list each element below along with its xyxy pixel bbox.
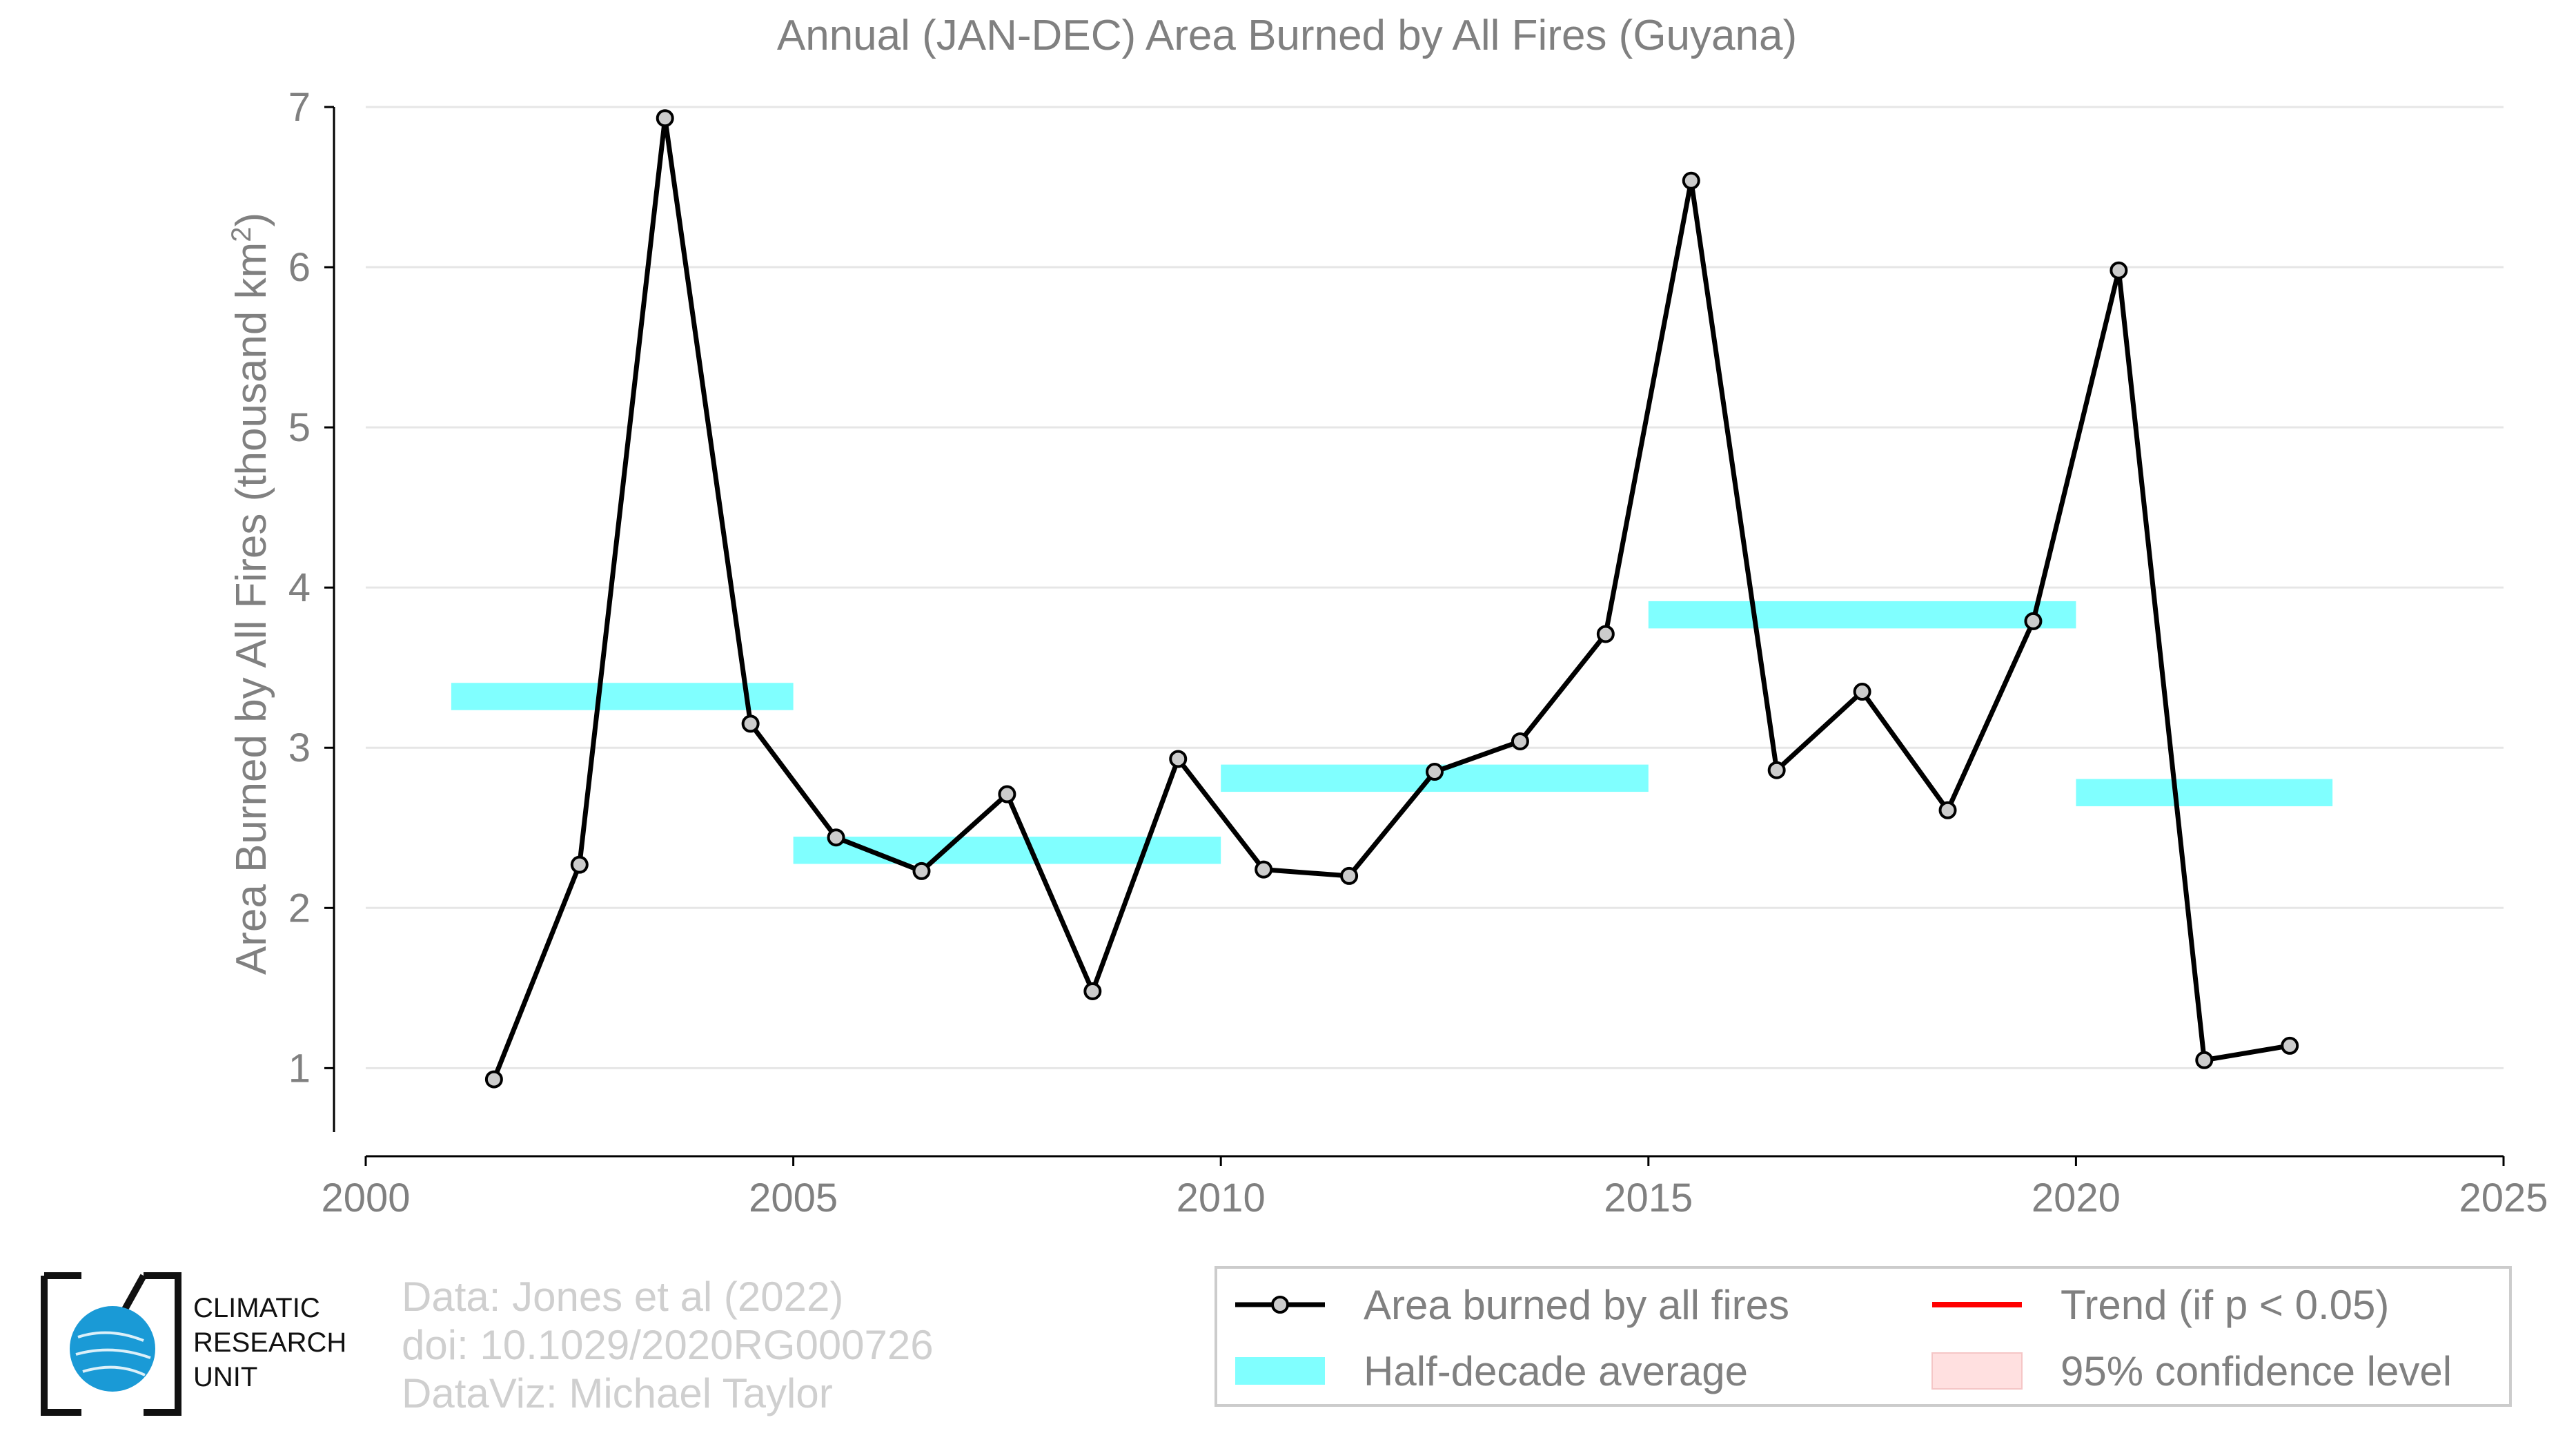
logo-line-3: UNIT — [193, 1362, 258, 1392]
y-axis-label-sup: 2 — [226, 227, 257, 242]
y-tick-label: 3 — [288, 726, 311, 770]
data-point — [1340, 866, 1359, 885]
data-point — [1596, 625, 1615, 643]
half-decade-band — [1648, 601, 2076, 629]
data-point — [1426, 763, 1444, 781]
x-tick-label: 2025 — [2459, 1176, 2548, 1220]
data-point — [2281, 1036, 2299, 1055]
x-tick-label: 2010 — [1177, 1176, 1266, 1220]
chart-title: Annual (JAN-DEC) Area Burned by All Fire… — [777, 12, 1797, 59]
legend-frame — [1215, 1266, 2512, 1407]
x-tick-label: 2000 — [321, 1176, 410, 1220]
cru-logo: CLIMATIC RESEARCH UNIT — [40, 1272, 371, 1416]
data-point — [1682, 171, 1700, 190]
x-tick-label: 2020 — [2032, 1176, 2121, 1220]
y-axis-label: Area Burned by All Fires (thousand km2) — [226, 213, 275, 975]
data-point — [827, 828, 845, 847]
data-credits: Data: Jones et al (2022) doi: 10.1029/20… — [402, 1273, 934, 1418]
cru-logo-mark — [41, 1272, 181, 1416]
data-point — [2110, 261, 2128, 280]
series-area-burned — [484, 109, 2299, 1089]
x-axis: 2000 2005 2010 2015 2020 2025 — [321, 1155, 2548, 1220]
data-point — [2024, 612, 2043, 630]
data-point — [912, 861, 931, 880]
legend-label: Trend (if p < 0.05) — [2061, 1282, 2389, 1328]
legend-swatch-marker — [1271, 1296, 1289, 1314]
credit-data-source: Data: Jones et al (2022) — [402, 1274, 844, 1320]
y-tick-label: 4 — [288, 565, 311, 610]
series-line — [491, 115, 2290, 1080]
y-tick-label: 6 — [288, 245, 311, 290]
half-decade-band — [793, 837, 1221, 864]
data-point — [1938, 801, 1957, 819]
logo-line-1: CLIMATIC — [193, 1293, 320, 1323]
y-tick-label: 2 — [288, 886, 311, 931]
data-point — [1255, 860, 1273, 879]
y-tick-label: 7 — [288, 85, 311, 130]
data-point — [1169, 750, 1188, 768]
legend-label: Half-decade average — [1364, 1348, 1748, 1394]
data-point — [998, 785, 1016, 804]
x-tick-label: 2015 — [1604, 1176, 1693, 1220]
x-tick-label: 2005 — [749, 1176, 838, 1220]
legend: Area burned by all fires Trend (if p < 0.… — [1215, 1266, 2512, 1407]
data-point — [1083, 982, 1102, 1000]
y-axis-label-main: Area Burned by All Fires (thousand km — [228, 242, 275, 975]
half-decade-band — [451, 683, 794, 710]
data-point — [1511, 732, 1529, 750]
data-point — [741, 714, 760, 733]
data-point — [1853, 683, 1871, 701]
legend-label: Area burned by all fires — [1364, 1282, 1789, 1328]
data-point — [656, 109, 674, 128]
half-decade-band — [2076, 779, 2333, 806]
y-tick-label: 5 — [288, 405, 311, 450]
data-point — [570, 855, 589, 874]
y-tick-label: 1 — [288, 1046, 311, 1091]
cru-logo-text: CLIMATIC RESEARCH UNIT — [193, 1291, 346, 1394]
credit-dataviz: DataViz: Michael Taylor — [402, 1370, 833, 1416]
legend-swatch-ci — [1931, 1352, 2023, 1390]
data-point — [2195, 1051, 2214, 1069]
data-point — [1767, 761, 1786, 779]
y-axis: 1 2 3 4 5 6 7 — [288, 85, 335, 1132]
credit-doi: doi: 10.1029/2020RG000726 — [402, 1322, 934, 1368]
gridlines — [366, 106, 2504, 1069]
data-point — [484, 1070, 503, 1089]
logo-line-2: RESEARCH — [193, 1327, 347, 1358]
legend-swatch-band — [1235, 1357, 1325, 1385]
y-axis-label-close: ) — [228, 213, 275, 227]
legend-label: 95% confidence level — [2061, 1348, 2452, 1394]
